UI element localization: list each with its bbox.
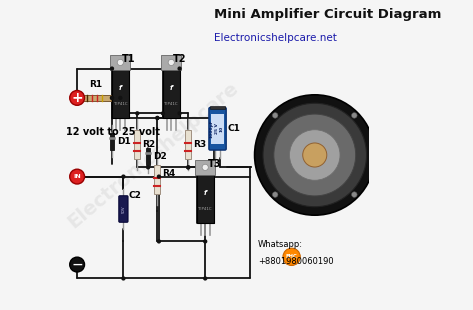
Circle shape bbox=[289, 130, 340, 180]
Circle shape bbox=[177, 66, 182, 71]
Circle shape bbox=[303, 143, 327, 167]
Bar bbox=[110, 133, 114, 150]
Circle shape bbox=[155, 116, 159, 120]
FancyBboxPatch shape bbox=[209, 108, 226, 150]
Text: C2: C2 bbox=[128, 191, 141, 200]
Circle shape bbox=[351, 113, 357, 118]
Bar bbox=[210, 106, 225, 109]
Circle shape bbox=[351, 192, 357, 197]
Text: R3: R3 bbox=[193, 140, 206, 149]
Circle shape bbox=[155, 116, 159, 120]
Circle shape bbox=[157, 175, 161, 179]
Text: EHC: EHC bbox=[286, 254, 298, 259]
Bar bbox=[110, 55, 131, 70]
Circle shape bbox=[272, 113, 278, 118]
Bar bbox=[185, 130, 191, 159]
Circle shape bbox=[203, 239, 207, 244]
Text: C1: C1 bbox=[228, 124, 240, 133]
Text: IN: IN bbox=[73, 174, 81, 179]
Text: 50V: 50V bbox=[122, 205, 126, 213]
Text: R4: R4 bbox=[162, 169, 175, 178]
Circle shape bbox=[110, 96, 114, 100]
Text: 1000µF
25 V
10: 1000µF 25 V 10 bbox=[210, 119, 224, 138]
Circle shape bbox=[283, 248, 300, 265]
Text: +: + bbox=[71, 91, 83, 104]
Circle shape bbox=[202, 164, 208, 171]
Bar bbox=[112, 70, 129, 118]
Circle shape bbox=[121, 175, 125, 179]
Text: f: f bbox=[119, 85, 122, 91]
Circle shape bbox=[157, 239, 161, 244]
Circle shape bbox=[254, 95, 375, 215]
Text: TIP41C: TIP41C bbox=[165, 102, 178, 106]
Circle shape bbox=[117, 59, 123, 65]
Circle shape bbox=[146, 165, 150, 170]
Circle shape bbox=[110, 66, 114, 71]
Circle shape bbox=[203, 276, 207, 281]
Text: T2: T2 bbox=[173, 54, 187, 64]
FancyBboxPatch shape bbox=[119, 196, 128, 222]
Text: Electronicshelpcare.net: Electronicshelpcare.net bbox=[214, 33, 337, 43]
Text: TIP41C: TIP41C bbox=[198, 206, 212, 210]
Text: 12 volt to 25 volt: 12 volt to 25 volt bbox=[66, 127, 160, 137]
Circle shape bbox=[110, 96, 114, 100]
Bar bbox=[161, 55, 181, 70]
Bar bbox=[197, 175, 214, 223]
Circle shape bbox=[263, 103, 367, 207]
Text: f: f bbox=[170, 85, 173, 91]
Text: T1: T1 bbox=[122, 54, 136, 64]
Circle shape bbox=[177, 111, 182, 116]
Text: T3: T3 bbox=[208, 159, 221, 169]
Circle shape bbox=[135, 111, 140, 116]
Circle shape bbox=[70, 169, 85, 184]
Bar bbox=[195, 160, 215, 175]
Bar bbox=[80, 95, 111, 101]
Circle shape bbox=[186, 165, 191, 170]
Text: D2: D2 bbox=[153, 152, 166, 161]
Circle shape bbox=[161, 111, 165, 116]
Circle shape bbox=[186, 165, 191, 170]
Text: Whatsapp:: Whatsapp: bbox=[258, 240, 303, 249]
Text: +8801980060190: +8801980060190 bbox=[258, 257, 333, 266]
Text: R2: R2 bbox=[142, 140, 155, 149]
Circle shape bbox=[272, 192, 278, 197]
Text: D1: D1 bbox=[117, 137, 131, 146]
Bar bbox=[163, 70, 180, 118]
Circle shape bbox=[121, 276, 125, 281]
Circle shape bbox=[118, 96, 123, 100]
Bar bbox=[154, 165, 160, 194]
Text: f: f bbox=[204, 190, 207, 196]
Text: Electronicshelpcare: Electronicshelpcare bbox=[64, 78, 242, 232]
Circle shape bbox=[274, 114, 356, 196]
Text: Mini Amplifier Circuit Diagram: Mini Amplifier Circuit Diagram bbox=[214, 8, 442, 21]
Circle shape bbox=[168, 59, 175, 65]
Bar bbox=[211, 113, 224, 144]
Text: TIP41C: TIP41C bbox=[114, 102, 127, 106]
Bar bbox=[146, 148, 150, 165]
Text: —: — bbox=[72, 259, 82, 270]
Circle shape bbox=[70, 91, 85, 105]
Circle shape bbox=[70, 257, 85, 272]
Text: R1: R1 bbox=[89, 80, 102, 89]
Bar bbox=[134, 130, 140, 159]
